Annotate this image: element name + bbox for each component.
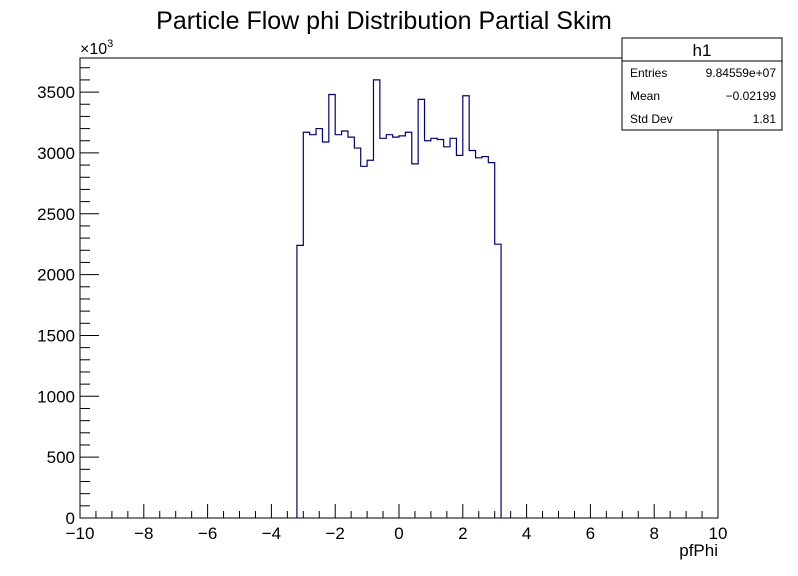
y-axis: 0 500 1000 1500 2000 2500 3000 3500 — [37, 67, 99, 528]
x-axis-title: pfPhi — [679, 541, 718, 560]
x-tick-label: 8 — [649, 524, 658, 543]
y-tick-label: 3500 — [37, 83, 75, 102]
x-tick-label: −4 — [262, 524, 281, 543]
stats-entries-value: 9.84559e+07 — [706, 66, 777, 80]
y-tick-label: 500 — [47, 448, 75, 467]
stats-mean-value: −0.02199 — [726, 89, 777, 103]
stats-mean-label: Mean — [630, 89, 660, 103]
x-tick-label: 6 — [586, 524, 595, 543]
x-tick-label: 10 — [709, 524, 728, 543]
x-tick-label: 0 — [394, 524, 403, 543]
stats-stddev-value: 1.81 — [753, 112, 777, 126]
x-tick-label: 2 — [458, 524, 467, 543]
stats-stddev-label: Std Dev — [630, 112, 673, 126]
y-multiplier-label: ×103 — [80, 38, 113, 58]
x-tick-label: −10 — [66, 524, 95, 543]
x-tick-label: −2 — [326, 524, 345, 543]
x-axis: −10 −8 −6 −4 −2 0 2 4 6 8 10 — [66, 504, 728, 543]
y-tick-label: 0 — [66, 509, 75, 528]
y-tick-label: 1000 — [37, 387, 75, 406]
histogram-series — [296, 79, 502, 518]
x-tick-label: −8 — [134, 524, 153, 543]
y-tick-label: 1500 — [37, 326, 75, 345]
y-tick-label: 3000 — [37, 144, 75, 163]
stats-entries-label: Entries — [630, 66, 667, 80]
chart-title: Particle Flow phi Distribution Partial S… — [156, 7, 612, 35]
y-tick-label: 2500 — [37, 205, 75, 224]
x-tick-label: 4 — [522, 524, 531, 543]
y-multiplier-exponent: 3 — [107, 38, 113, 50]
stats-box-title: h1 — [693, 41, 712, 60]
stats-box: h1 Entries 9.84559e+07 Mean −0.02199 Std… — [621, 37, 783, 131]
x-tick-label: −6 — [198, 524, 217, 543]
y-tick-label: 2000 — [37, 266, 75, 285]
